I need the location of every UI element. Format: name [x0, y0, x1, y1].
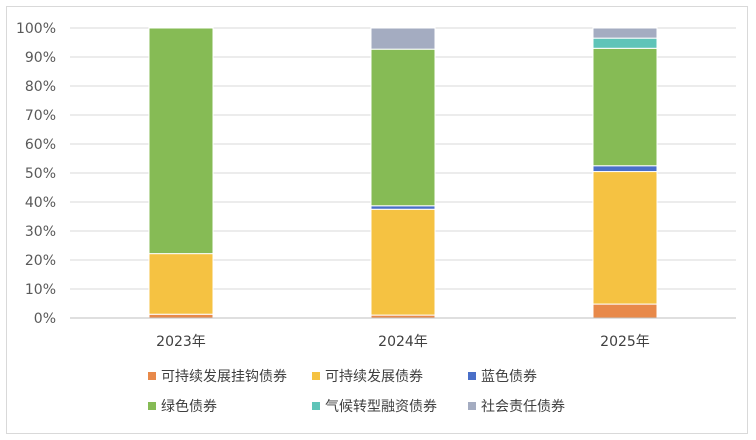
bar-segment [370, 27, 436, 50]
legend-swatch [148, 372, 156, 380]
y-tick-label: 30% [25, 224, 56, 240]
legend-item: 可持续发展债券 [312, 368, 423, 385]
bar-segment [148, 313, 214, 319]
y-axis-tick-labels: 0% 10% 20% 30% 40% 50% 60% 70% 80% 90% 100% [16, 21, 56, 327]
legend-swatch [468, 372, 476, 380]
legend-swatch [468, 402, 476, 410]
bars [148, 27, 658, 319]
x-tick-label: 2025年 [600, 334, 650, 350]
legend-item: 绿色债券 [148, 398, 217, 415]
bar-segment [592, 47, 658, 167]
bar-segment [592, 303, 658, 319]
y-tick-label: 40% [25, 195, 56, 211]
legend-label: 气候转型融资债券 [325, 399, 437, 415]
bar-segment [592, 171, 658, 305]
legend-item: 气候转型融资债券 [312, 399, 437, 415]
y-tick-label: 100% [16, 21, 56, 37]
y-tick-label: 80% [25, 79, 56, 95]
bar-segment [148, 27, 214, 255]
legend-swatch [312, 402, 320, 410]
bar-segment [370, 48, 436, 207]
legend-swatch [148, 402, 156, 410]
y-tick-label: 90% [25, 50, 56, 66]
y-tick-label: 0% [34, 311, 56, 327]
bar-segment [370, 205, 436, 210]
y-tick-label: 60% [25, 137, 56, 153]
bar-segment [592, 37, 658, 49]
bar-segment [592, 27, 658, 39]
bar-segment [148, 253, 214, 315]
y-tick-label: 10% [25, 282, 56, 298]
legend-label: 社会责任债券 [481, 399, 565, 415]
y-tick-label: 70% [25, 108, 56, 124]
y-tick-label: 50% [25, 166, 56, 182]
legend-item: 社会责任债券 [468, 399, 565, 415]
legend-label: 可持续发展债券 [325, 368, 423, 385]
bar-segment [370, 208, 436, 316]
x-axis: 2023年 2024年 2025年 [70, 317, 736, 350]
y-tick-label: 20% [25, 253, 56, 269]
legend-label: 绿色债券 [161, 398, 217, 415]
x-tick-label: 2024年 [378, 334, 428, 350]
bar-segment [592, 165, 658, 173]
legend-item: 可持续发展挂钩债券 [148, 368, 287, 385]
legend-swatch [312, 372, 320, 380]
legend-label: 可持续发展挂钩债券 [161, 368, 287, 385]
x-tick-label: 2023年 [156, 334, 206, 350]
legend-label: 蓝色债券 [481, 368, 537, 385]
legend-item: 蓝色债券 [468, 368, 537, 385]
